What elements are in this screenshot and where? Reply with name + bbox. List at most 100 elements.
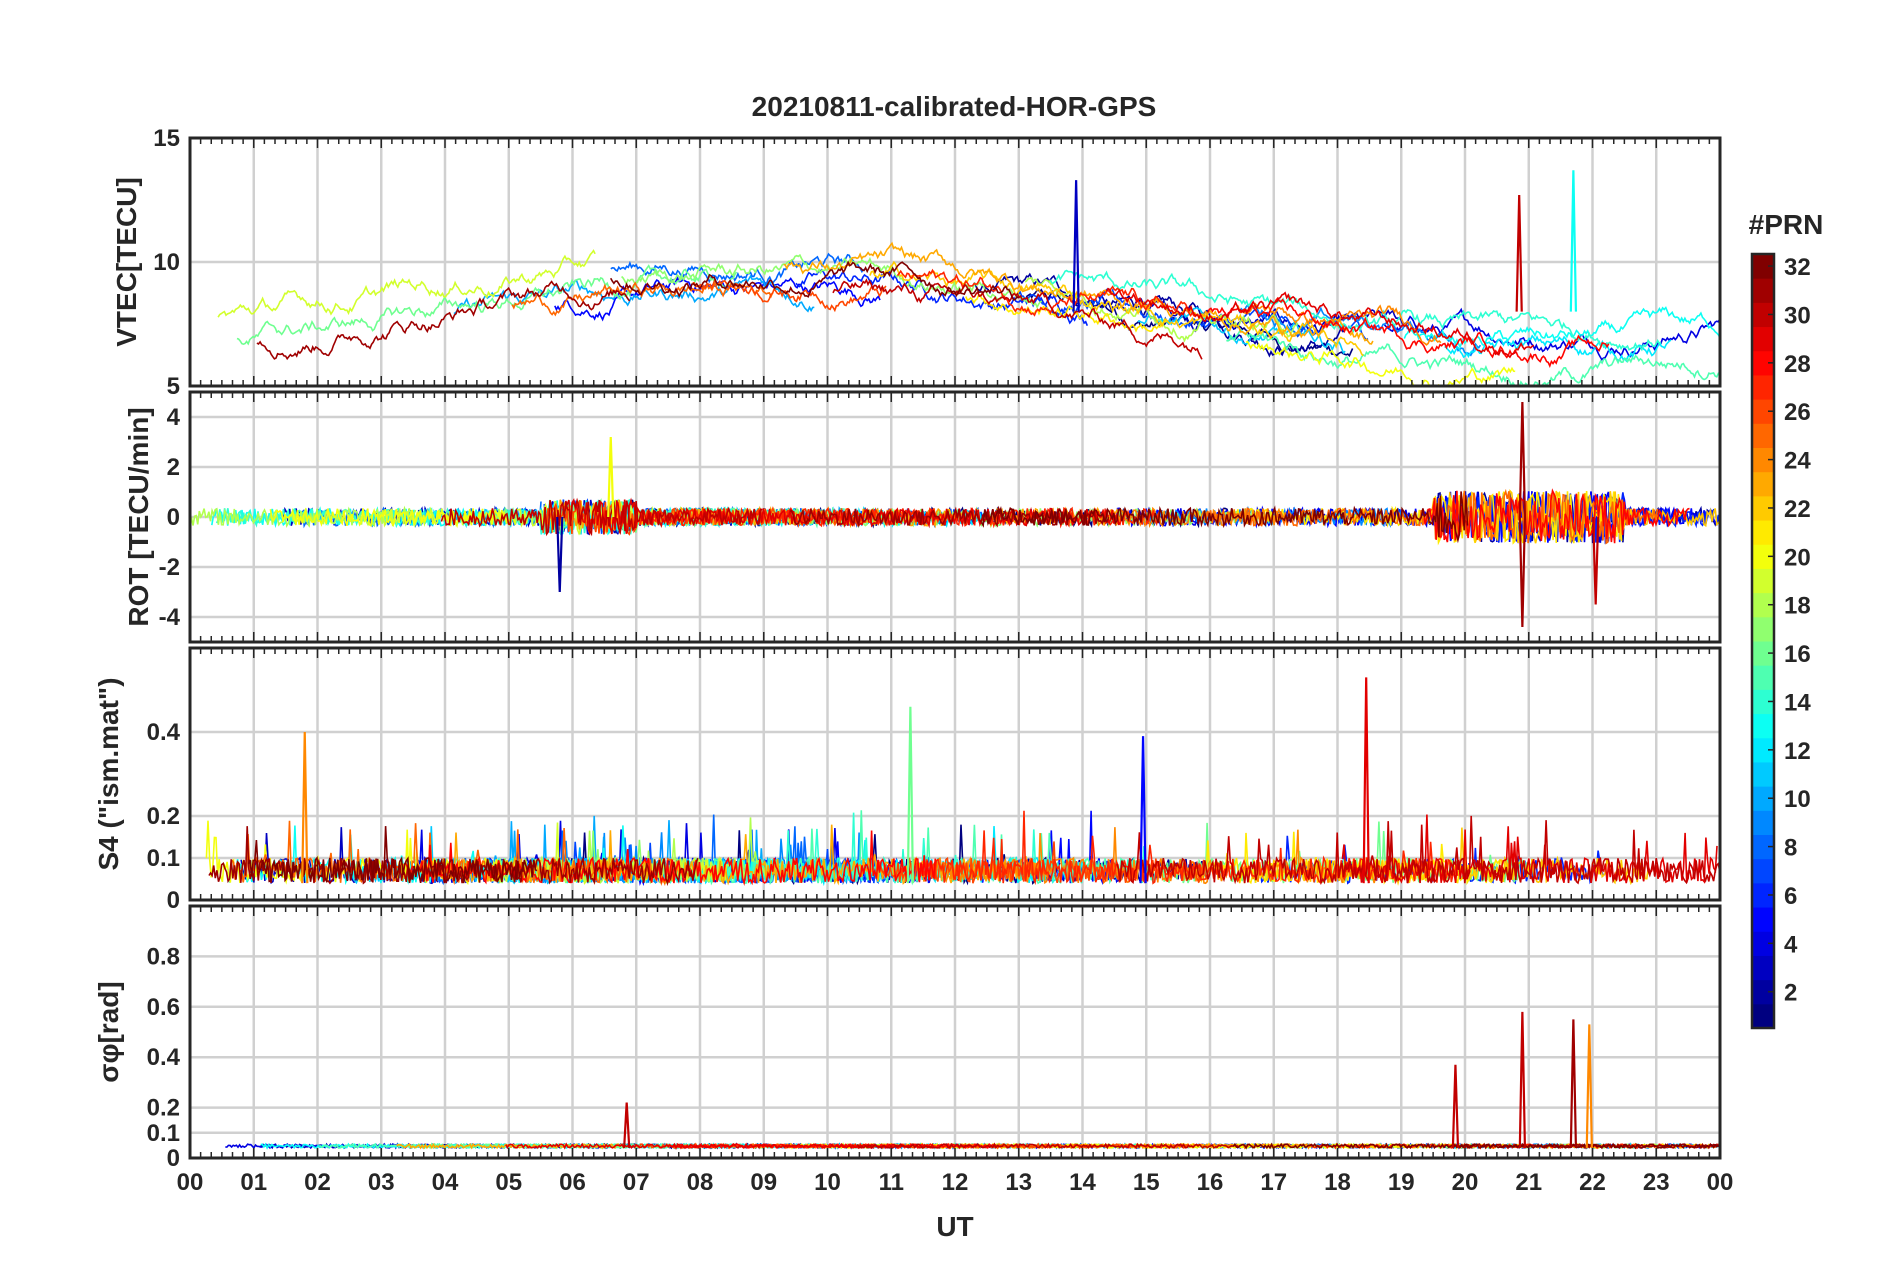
colorbar-swatch <box>1752 882 1774 908</box>
x-tick-label: 10 <box>814 1169 841 1196</box>
x-axis-label: UT <box>936 1211 973 1242</box>
colorbar-swatch <box>1752 713 1774 739</box>
series-rot-prn-28 <box>1422 488 1690 544</box>
colorbar-swatch <box>1752 278 1774 303</box>
peak-sigphi-prn-30 <box>1451 1064 1460 1148</box>
peak-vtec-prn-13 <box>1569 170 1578 312</box>
x-tick-label: 17 <box>1260 1169 1287 1196</box>
x-tick-label: 23 <box>1643 1169 1670 1196</box>
series-vtec-prn-16 <box>236 264 738 346</box>
colorbar-swatch <box>1752 810 1774 835</box>
x-tick-label: 02 <box>304 1169 331 1196</box>
colorbar-swatch <box>1752 761 1774 787</box>
series-rot-prn-32 <box>980 491 1469 544</box>
colorbar-tick-label: 20 <box>1784 544 1811 571</box>
x-tick-label: 03 <box>368 1169 395 1196</box>
x-tick-label: 20 <box>1452 1169 1479 1196</box>
panel-vtec-series <box>217 170 1721 388</box>
panel-sigphi-ylabel: σφ[rad] <box>93 981 124 1082</box>
colorbar-swatch <box>1752 858 1774 884</box>
x-tick-label: 01 <box>240 1169 267 1196</box>
x-tick-label: 11 <box>879 1169 904 1196</box>
series-vtec-prn-30 <box>832 278 1203 360</box>
colorbar-swatch <box>1752 302 1774 328</box>
vtec-ytick-label: 10 <box>153 249 180 276</box>
x-tick-label: 00 <box>1707 1169 1734 1196</box>
sigphi-ytick-label: 0.1 <box>147 1120 180 1147</box>
panel-sigphi-grid <box>190 906 1720 1158</box>
x-tick-label: 21 <box>1515 1169 1542 1196</box>
panel-s4-series <box>205 677 1721 887</box>
x-tick-label: 19 <box>1388 1169 1415 1196</box>
rot-ytick-label: -2 <box>159 554 180 581</box>
panel-vtec-frame <box>188 136 1722 388</box>
colorbar-gradient <box>1752 254 1774 1029</box>
colorbar-swatch <box>1752 254 1774 279</box>
peak-s4-prn-29 <box>1362 677 1370 884</box>
sigphi-ytick-label: 0.2 <box>147 1095 180 1122</box>
sigphi-ytick-label: 0.8 <box>147 943 180 970</box>
panel-s4-ticks: 0 0.1 0.2 0.4 <box>147 648 1721 914</box>
colorbar-swatch <box>1752 447 1774 473</box>
colorbar-swatch <box>1752 471 1774 497</box>
colorbar-swatch <box>1752 907 1774 932</box>
peak-vtec-prn-3 <box>1072 180 1080 312</box>
series-vtec-prn-13 <box>1403 306 1721 349</box>
colorbar-swatch <box>1752 786 1774 811</box>
x-tick-label: 13 <box>1005 1169 1032 1196</box>
colorbar-swatch <box>1752 616 1774 642</box>
x-tick-label: 08 <box>687 1169 714 1196</box>
s4-ytick-label: 0.2 <box>147 803 180 830</box>
panel-vtec-grid <box>190 138 1720 386</box>
series-sigphi-prn-29 <box>505 1142 935 1150</box>
panel-sigphi-series <box>225 1011 1721 1150</box>
peak-sigphi-prn-31 <box>1569 1019 1578 1148</box>
panel-s4-grid <box>190 648 1720 900</box>
vtec-ytick-label: 15 <box>153 125 180 152</box>
series-vtec-prn-2 <box>973 272 1345 358</box>
colorbar-swatch <box>1752 520 1774 545</box>
s4-ytick-label: 0.1 <box>147 845 180 872</box>
colorbar-swatch <box>1752 326 1774 352</box>
panel-sigphi: 00.10.2 0.4 0.6 0.8 σφ[rad] <box>93 904 1722 1172</box>
colorbar-swatch <box>1752 544 1774 569</box>
peak-sigphi-prn-30 <box>623 1102 631 1148</box>
rot-ytick-label: -4 <box>159 604 181 631</box>
x-tick-label: 18 <box>1324 1169 1351 1196</box>
x-tick-label: 22 <box>1579 1169 1606 1196</box>
x-tick-label: 04 <box>432 1169 459 1196</box>
peak-s4-prn-16 <box>906 706 915 884</box>
colorbar-tick-label: 22 <box>1784 496 1811 523</box>
panel-rot-ticks: -4 -2 0 2 4 <box>159 392 1721 642</box>
panel-rot-series <box>190 401 1721 628</box>
colorbar-swatch <box>1752 665 1774 690</box>
series-vtec-prn-9 <box>1237 303 1482 357</box>
colorbar-swatch <box>1752 423 1774 448</box>
series-vtec-prn-24 <box>1236 302 1442 346</box>
colorbar-tick-label: 14 <box>1784 689 1811 716</box>
peak-sigphi-prn-24 <box>1585 1024 1593 1148</box>
series-sigphi-prn-30 <box>856 1142 1239 1150</box>
colorbar-tick-label: 12 <box>1784 738 1811 765</box>
colorbar-swatch <box>1752 979 1774 1005</box>
colorbar-swatch <box>1752 955 1774 981</box>
x-tick-label: 07 <box>623 1169 650 1196</box>
colorbar-tick-label: 32 <box>1784 254 1811 281</box>
colorbar-tick-label: 28 <box>1784 351 1811 378</box>
series-sigphi-prn-32 <box>1232 1142 1721 1150</box>
colorbar-tick-label: 16 <box>1784 641 1811 668</box>
panel-s4-frame <box>188 646 1722 902</box>
series-vtec-prn-31 <box>256 280 631 361</box>
chart-title: 20210811-calibrated-HOR-GPS <box>752 91 1157 122</box>
series-vtec-prn-32 <box>609 260 1020 301</box>
x-tick-label: 05 <box>495 1169 522 1196</box>
colorbar-tick-label: 8 <box>1784 835 1797 862</box>
colorbar-swatch <box>1752 495 1774 521</box>
panel-vtec: 5 10 15 VTEC[TECU] <box>111 125 1722 400</box>
rot-ytick-label: 2 <box>167 454 180 481</box>
peak-rot-prn-20 <box>607 436 615 518</box>
series-vtec-prn-19 <box>217 249 596 318</box>
series-vtec-prn-26 <box>692 277 887 313</box>
